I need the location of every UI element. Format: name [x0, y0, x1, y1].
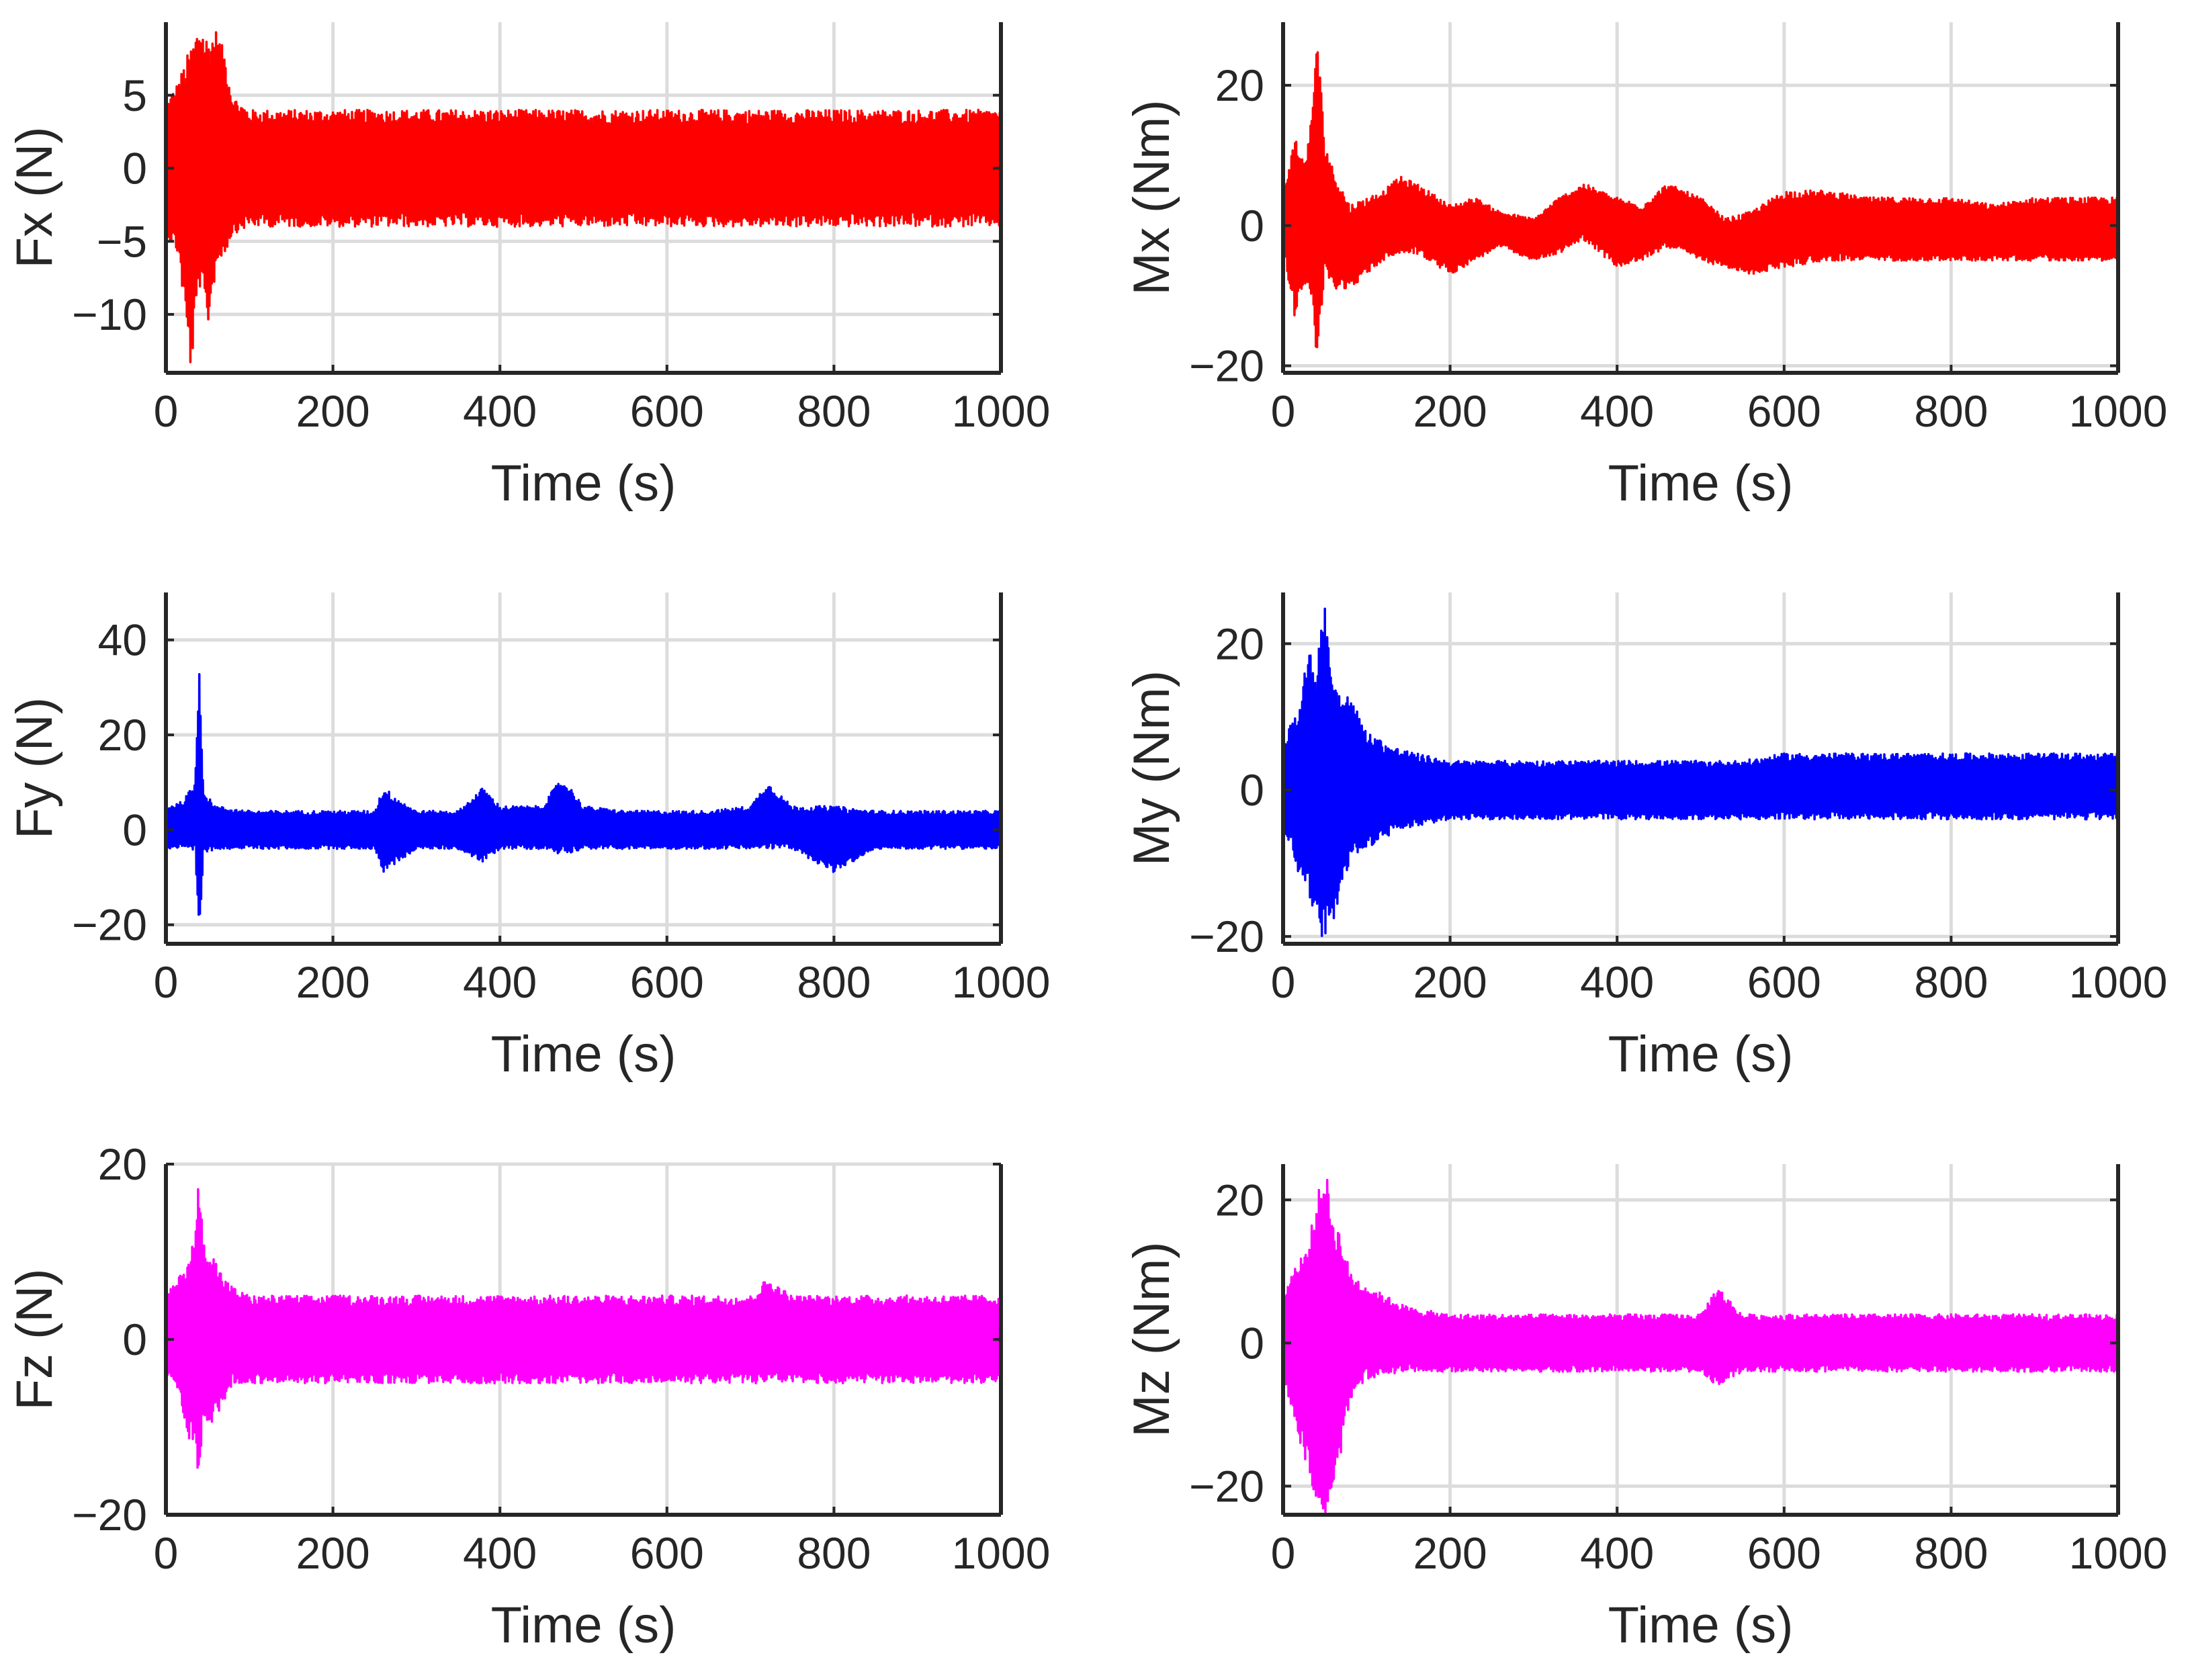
x-tick-label: 400	[1580, 957, 1654, 1007]
series-line-mz	[1282, 1178, 2119, 1513]
x-tick-label: 400	[463, 957, 537, 1007]
x-tick-label: 600	[630, 386, 704, 436]
y-tick-label: 20	[98, 710, 147, 760]
x-tick-label: 800	[797, 386, 871, 436]
y-tick-label: 0	[1239, 201, 1264, 251]
x-tick-label: 200	[1413, 957, 1487, 1007]
y-tick-label: −20	[1189, 341, 1264, 391]
y-tick-label: 20	[1215, 619, 1264, 668]
x-axis-label: Time (s)	[491, 455, 676, 512]
x-tick-label: 1000	[952, 1528, 1051, 1578]
y-tick-label: 0	[122, 1315, 147, 1364]
series-line-fz	[165, 1188, 1002, 1469]
x-tick-label: 800	[1914, 957, 1988, 1007]
x-tick-label: 600	[1747, 1528, 1821, 1578]
x-tick-label: 0	[1271, 957, 1296, 1007]
x-tick-label: 600	[630, 957, 704, 1007]
y-axis-label: Fy (N)	[6, 697, 63, 839]
x-axis-label: Time (s)	[1608, 1597, 1794, 1654]
y-tick-label: 0	[122, 805, 147, 854]
x-tick-label: 200	[1413, 386, 1487, 436]
x-tick-label: 800	[1914, 1528, 1988, 1578]
panel-fx: 0 200 400 600 800 1000 −10 −5 0 5 Time (s) Fx (N)	[6, 22, 1050, 512]
x-tick-label: 1000	[952, 386, 1051, 436]
x-tick-label: 800	[1914, 386, 1988, 436]
x-tick-label: 800	[797, 1528, 871, 1578]
x-tick-label: 400	[463, 1528, 537, 1578]
series-line-fx	[165, 31, 1002, 363]
series-line-my	[1282, 607, 2119, 937]
x-tick-label: 1000	[952, 957, 1051, 1007]
y-tick-label: 20	[98, 1139, 147, 1189]
x-tick-label: 0	[1271, 1528, 1296, 1578]
x-tick-label: 0	[1271, 386, 1296, 436]
y-axis-label: Fz (N)	[6, 1268, 63, 1410]
x-tick-label: 200	[296, 386, 370, 436]
y-tick-label: −10	[72, 290, 147, 339]
x-axis-label: Time (s)	[1608, 455, 1794, 512]
x-axis-label: Time (s)	[491, 1026, 676, 1083]
x-axis-label: Time (s)	[491, 1597, 676, 1654]
x-tick-label: 0	[154, 957, 179, 1007]
x-tick-label: 600	[630, 1528, 704, 1578]
x-tick-label: 400	[1580, 386, 1654, 436]
x-tick-label: 400	[1580, 1528, 1654, 1578]
x-tick-label: 600	[1747, 386, 1821, 436]
y-tick-label: 5	[122, 71, 147, 120]
x-axis-label: Time (s)	[1608, 1026, 1794, 1083]
x-tick-label: 200	[296, 1528, 370, 1578]
y-tick-label: 20	[1215, 1175, 1264, 1225]
x-tick-label: 400	[463, 386, 537, 436]
y-tick-label: 40	[98, 615, 147, 665]
y-tick-label: −20	[72, 1490, 147, 1540]
x-tick-label: 1000	[2069, 957, 2168, 1007]
y-tick-label: −20	[1189, 1461, 1264, 1511]
x-tick-label: 1000	[2069, 1528, 2168, 1578]
x-tick-label: 600	[1747, 957, 1821, 1007]
x-tick-label: 1000	[2069, 386, 2168, 436]
y-axis-label: Fx (N)	[6, 126, 63, 268]
y-tick-label: 0	[1239, 765, 1264, 815]
x-tick-label: 800	[797, 957, 871, 1007]
y-tick-label: −5	[97, 216, 147, 266]
y-axis-label: My (Nm)	[1123, 670, 1180, 866]
x-tick-label: 200	[1413, 1528, 1487, 1578]
y-tick-label: 0	[122, 144, 147, 193]
x-tick-label: 0	[154, 1528, 179, 1578]
y-axis-label: Mz (Nm)	[1123, 1241, 1180, 1437]
y-tick-label: 20	[1215, 60, 1264, 110]
x-tick-label: 200	[296, 957, 370, 1007]
y-axis-label: Mx (Nm)	[1123, 99, 1180, 295]
y-tick-label: −20	[72, 900, 147, 950]
y-tick-label: 0	[1239, 1318, 1264, 1368]
series-line-fy	[165, 672, 1002, 916]
x-tick-label: 0	[154, 386, 179, 436]
y-tick-label: −20	[1189, 912, 1264, 961]
series-line-mx	[1282, 51, 2119, 349]
